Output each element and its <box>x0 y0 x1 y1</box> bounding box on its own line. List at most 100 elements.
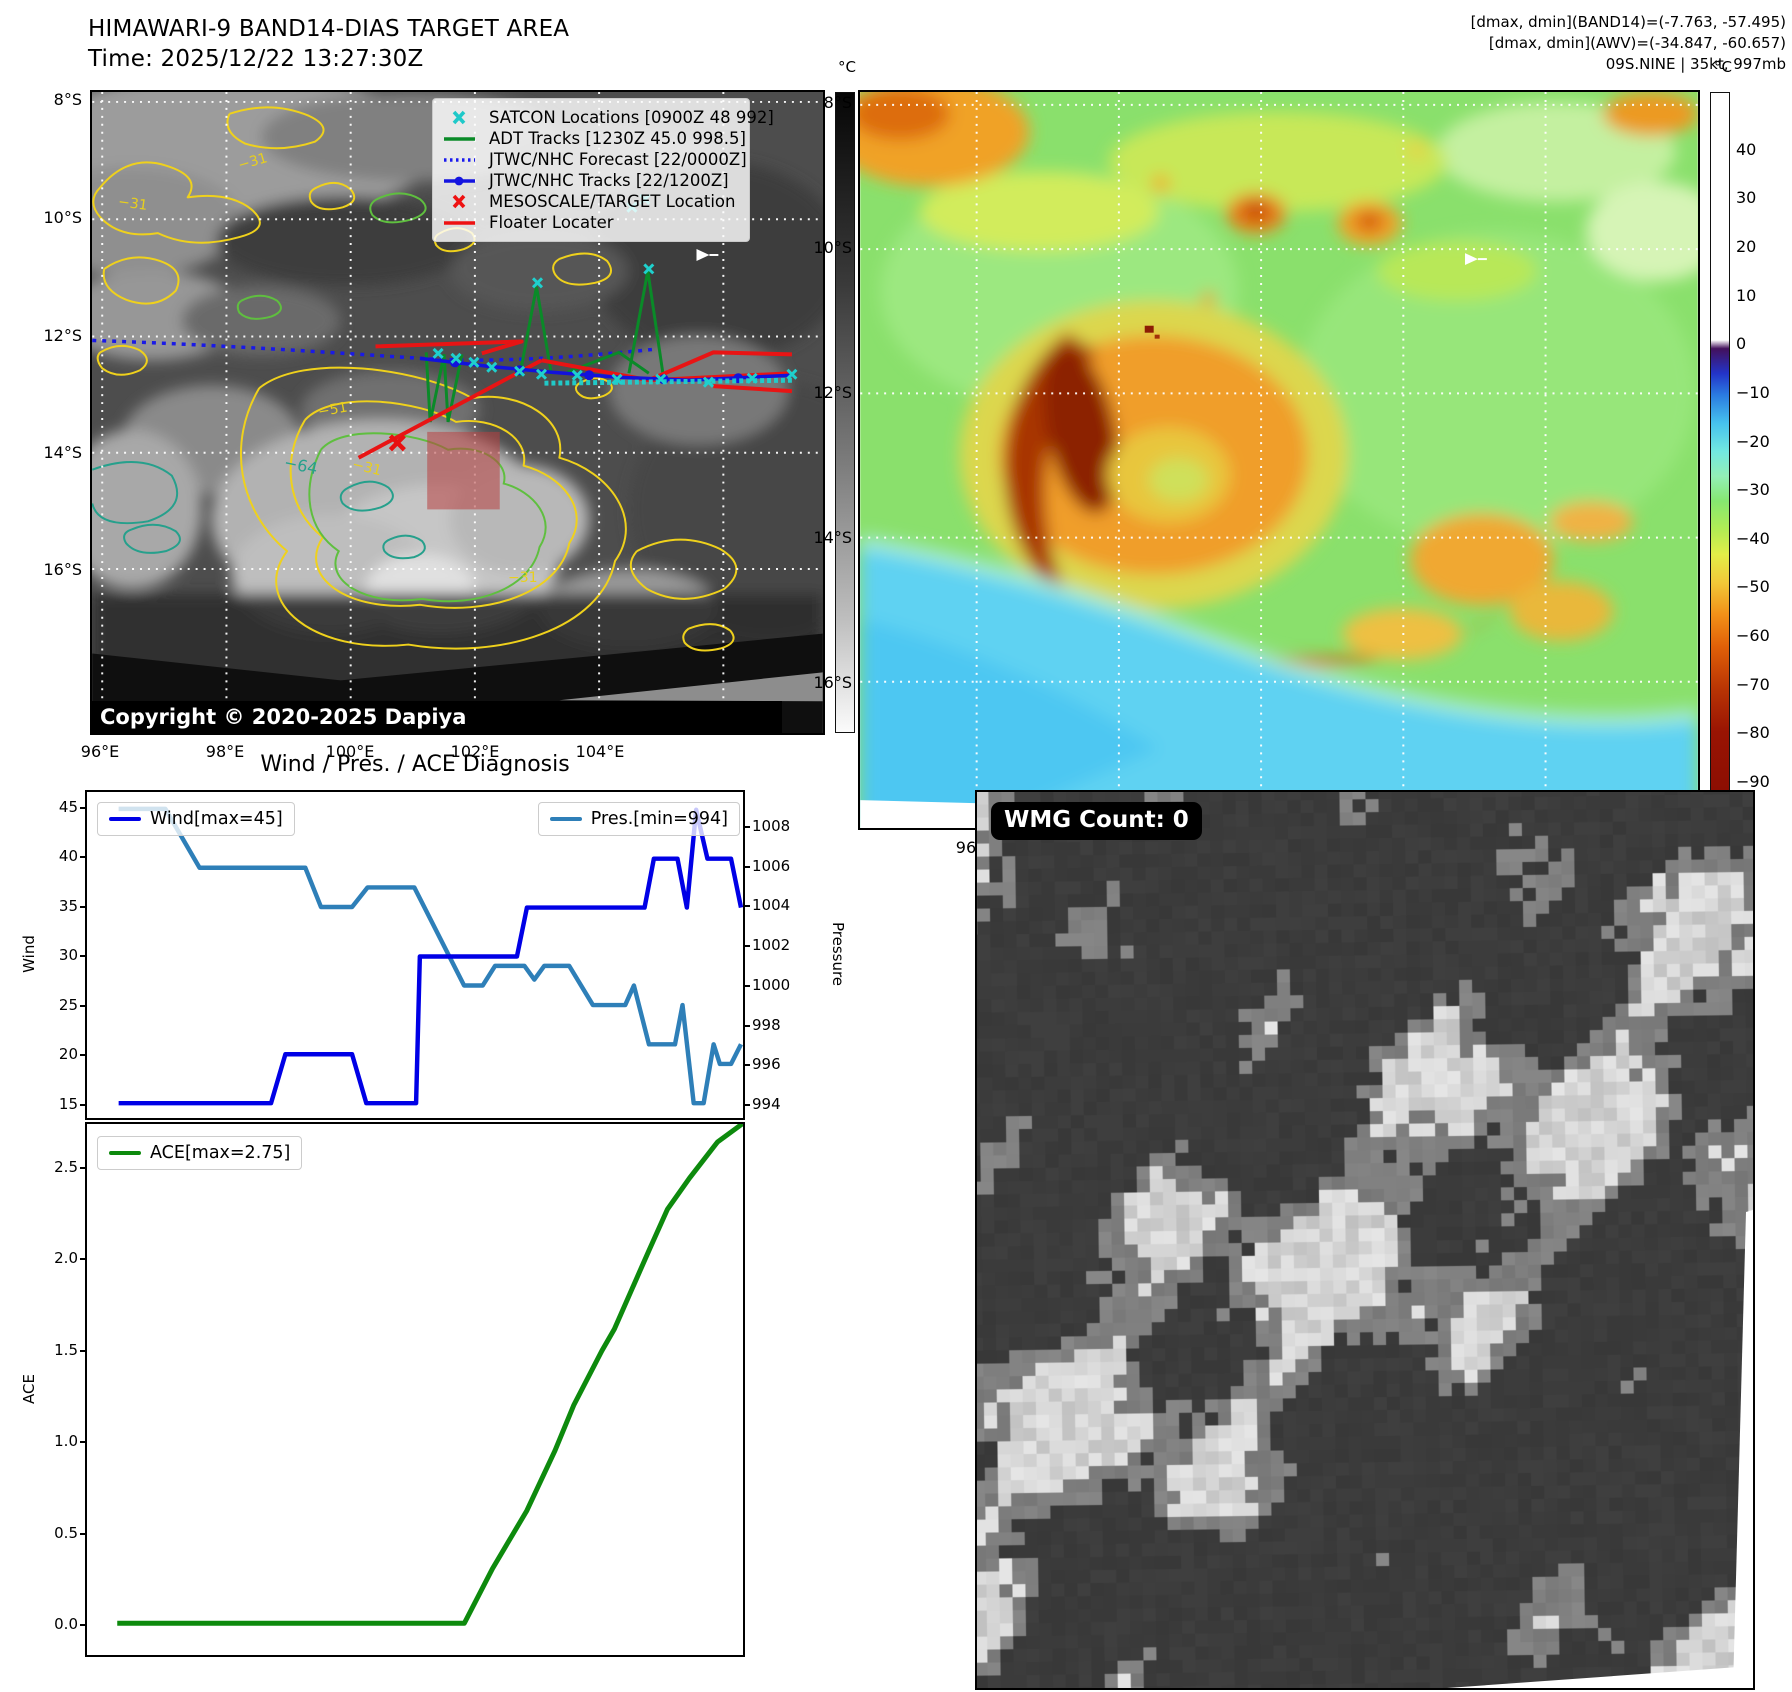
lon-tick: 104°E <box>575 742 625 761</box>
floater-line-icon <box>444 220 475 225</box>
lat-tick: 12°S <box>813 383 852 402</box>
colorbar-unit: °C <box>1714 58 1732 76</box>
pressure-axis-label: Pressure <box>829 921 848 987</box>
ace-ytick: 0.0 <box>36 1615 87 1633</box>
lon-tick: 102°E <box>450 742 500 761</box>
ace-line <box>117 1121 744 1626</box>
lat-tick: 14°S <box>43 443 82 462</box>
legend-label: MESOSCALE/TARGET Location <box>489 191 736 211</box>
lat-tick: 10°S <box>813 238 852 257</box>
ace-axis-label: ACE <box>19 1374 38 1404</box>
contour-value: −31 <box>508 570 538 586</box>
colorbar-tick: −10 <box>1736 383 1770 402</box>
wind-ytick: 30 <box>36 946 87 964</box>
copyright-bar: Copyright © 2020-2025 Dapiya <box>92 701 782 733</box>
mesoscale-x-marker <box>388 434 406 452</box>
wind-line-icon <box>109 816 141 822</box>
pressure-legend: Pres.[min=994] <box>537 802 740 836</box>
lat-tick: 16°S <box>813 673 852 692</box>
colorbar-tick: 10 <box>1736 286 1757 305</box>
lat-tick: 8°S <box>823 93 852 112</box>
pressure-ytick: 994 <box>743 1095 800 1113</box>
pressure-ytick: 1002 <box>743 936 800 954</box>
wind-ytick: 40 <box>36 847 87 865</box>
wmg-count-badge: WMG Count: 0 <box>991 802 1202 840</box>
legend-item-adt: ADT Tracks [1230Z 45.0 998.5] <box>441 128 746 149</box>
pressure-ytick: 1008 <box>743 817 800 835</box>
storm-id-intensity: 09S.NINE | 35kt, 997mb <box>1605 55 1786 73</box>
ace-legend: ACE[max=2.75] <box>97 1136 303 1170</box>
colorbar-tick: −30 <box>1736 480 1770 499</box>
colorbar-unit: °C <box>838 58 856 76</box>
colorbar-tick: −70 <box>1736 675 1770 694</box>
wind-pressure-chart: Wind[max=45] Pres.[min=994] <box>85 790 745 1120</box>
lat-tick: 8°S <box>53 90 82 109</box>
target-area-box <box>427 431 500 510</box>
legend-label: ADT Tracks [1230Z 45.0 998.5] <box>489 128 746 148</box>
stats-block: [dmax, dmin](BAND14)=(-7.763, -57.495) [… <box>1471 12 1786 75</box>
colorbar-tick: 0 <box>1736 334 1747 353</box>
adt-line-icon <box>444 136 475 141</box>
wind-legend: Wind[max=45] <box>97 802 295 836</box>
lat-tick: 12°S <box>43 326 82 345</box>
pressure-line-icon <box>549 816 582 822</box>
ace-ytick: 1.5 <box>36 1341 87 1359</box>
band14-map: SATCON Locations [0900Z 48 992] ADT Trac… <box>90 90 825 735</box>
pressure-ytick: 1004 <box>743 896 800 914</box>
awv-satellite-image <box>860 92 1698 828</box>
wind-ytick: 35 <box>36 897 87 915</box>
ace-chart: ACE[max=2.75] <box>85 1121 745 1657</box>
colorbar-tick: 40 <box>1736 140 1757 159</box>
forecast-dotted-icon <box>444 157 475 162</box>
page-title: HIMAWARI-9 BAND14-DIAS TARGET AREA <box>88 16 570 42</box>
mesoscale-x-icon <box>452 194 466 208</box>
wmg-panel: WMG Count: 0 <box>975 790 1755 1690</box>
graticule <box>92 92 823 733</box>
legend-label: SATCON Locations [0900Z 48 992] <box>489 107 774 127</box>
ace-ytick: 1.0 <box>36 1432 87 1450</box>
colorbar-tick: −20 <box>1736 432 1770 451</box>
awv-colorbar <box>1710 92 1730 804</box>
map-legend: SATCON Locations [0900Z 48 992] ADT Trac… <box>432 98 774 242</box>
legend-item-floater: Floater Locater <box>441 212 737 233</box>
lat-tick: 14°S <box>813 528 852 547</box>
lat-tick: 16°S <box>43 560 82 579</box>
wind-pressure-plot <box>118 806 744 1106</box>
wind-axis-label: Wind <box>19 935 38 973</box>
band14-colorbar <box>835 92 855 733</box>
pressure-legend-label: Pres.[min=994] <box>590 809 728 829</box>
graticule <box>860 92 1698 815</box>
wind-ytick: 25 <box>36 996 87 1014</box>
legend-item-mesoscale: MESOSCALE/TARGET Location <box>441 191 737 212</box>
colorbar-tick: −50 <box>1736 577 1770 596</box>
wind-barb-icon <box>696 249 719 261</box>
ace-ytick: 0.5 <box>36 1524 87 1542</box>
legend-item-tracks: JTWC/NHC Tracks [22/1200Z] <box>441 170 737 191</box>
lon-tick: 98°E <box>205 742 245 761</box>
legend-label: Floater Locater <box>489 212 614 232</box>
cold-pixel-marker <box>1154 334 1160 339</box>
ace-legend-label: ACE[max=2.75] <box>150 1143 291 1163</box>
chart-title: Wind / Pres. / ACE Diagnosis <box>260 752 570 777</box>
wind-legend-label: Wind[max=45] <box>150 809 283 829</box>
satcon-x-icon <box>452 110 466 124</box>
pressure-ytick: 1006 <box>743 857 800 875</box>
ace-ytick: 2.5 <box>36 1158 87 1176</box>
ace-plot <box>117 1121 744 1626</box>
band14-dmax-dmin: [dmax, dmin](BAND14)=(-7.763, -57.495) <box>1470 13 1786 31</box>
pressure-ytick: 998 <box>743 1016 800 1034</box>
pressure-ytick: 996 <box>743 1055 800 1073</box>
legend-label: JTWC/NHC Tracks [22/1200Z] <box>489 170 729 190</box>
track-line-dot-icon <box>444 176 475 185</box>
colorbar-tick: −90 <box>1736 772 1770 791</box>
ir-contours-yellow <box>92 106 738 652</box>
colorbar-tick: −60 <box>1736 626 1770 645</box>
cold-pixel-marker <box>1144 325 1154 333</box>
pressure-ytick: 1000 <box>743 976 800 994</box>
legend-item-forecast: JTWC/NHC Forecast [22/0000Z] <box>441 149 747 170</box>
wind-barb-icon <box>1464 253 1487 266</box>
colorbar-tick: −40 <box>1736 529 1770 548</box>
ace-ytick: 2.0 <box>36 1249 87 1267</box>
wind-ytick: 45 <box>36 798 87 816</box>
lon-tick: 100°E <box>325 742 375 761</box>
